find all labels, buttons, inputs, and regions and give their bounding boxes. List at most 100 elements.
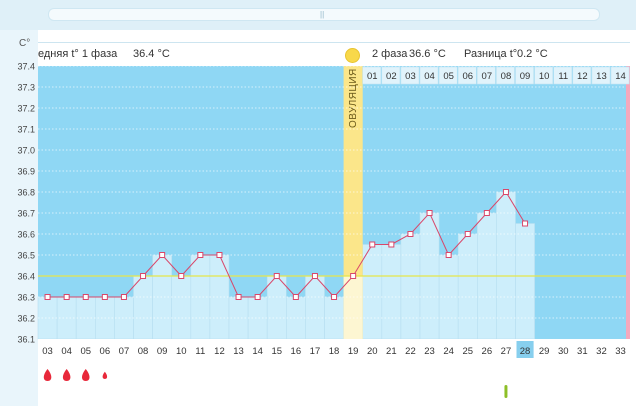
phase2-day-label: 11	[558, 71, 568, 82]
x-tick-label: 33	[615, 346, 626, 357]
temperature-bar	[343, 276, 363, 339]
x-tick-label: 13	[233, 346, 244, 357]
diff-value: 0.2 °C	[517, 48, 548, 60]
phase-summary-strip: едняя t° 1 фаза 36.4 °C 2 фаза 36.6 °C Р…	[38, 42, 630, 68]
y-tick-label: 37.1	[17, 125, 35, 135]
x-tick-label: 04	[61, 346, 72, 357]
diff-label: Разница t°	[464, 48, 518, 60]
x-tick-label: 31	[577, 346, 588, 357]
temperature-point	[216, 252, 223, 258]
phase2-day-cell	[362, 66, 382, 85]
temperature-point	[407, 231, 414, 237]
ovulation-label: ОВУЛЯЦИЯ	[348, 68, 359, 128]
phase2-day-label: 05	[443, 71, 454, 82]
y-tick-label: 36.6	[17, 230, 35, 240]
temperature-bar	[209, 254, 230, 340]
phase2-day-label: 12	[577, 71, 588, 82]
x-tick-label: 25	[462, 346, 473, 357]
phase2-day-label: 03	[405, 71, 416, 82]
temperature-point	[350, 273, 357, 279]
phase2-day-label: 06	[462, 71, 473, 82]
phase2-day-label: 07	[482, 71, 493, 82]
scroll-grip-icon[interactable]: ||	[320, 10, 325, 19]
y-tick-label: 37.3	[17, 83, 35, 93]
phase2-day-label: 09	[520, 71, 531, 82]
y-axis-gutter	[0, 30, 38, 406]
temperature-bar	[515, 223, 535, 340]
temperature-bar	[266, 275, 287, 340]
x-tick-label: 10	[176, 346, 187, 357]
phase2-day-cell	[591, 66, 611, 85]
phase2-day-label: 04	[424, 71, 435, 82]
temperature-bar	[171, 275, 192, 340]
temperature-point	[522, 220, 529, 227]
temperature-bar	[381, 244, 402, 340]
y-tick-label: 37.2	[17, 104, 35, 114]
blood-drop-icon	[82, 369, 90, 381]
horizontal-scrollbar[interactable]: ||	[48, 8, 600, 21]
blood-drop-icon	[102, 371, 108, 379]
phase2-day-cell	[496, 66, 515, 85]
x-tick-label: 24	[443, 346, 454, 357]
x-tick-label: 16	[291, 346, 302, 357]
y-tick-label: 36.4	[17, 272, 35, 282]
temperature-bar	[305, 275, 325, 340]
x-tick-label: 19	[348, 346, 359, 357]
x-axis-strip	[38, 339, 630, 359]
phase2-day-label: 14	[615, 71, 626, 82]
temperature-point	[426, 210, 433, 216]
y-tick-label: 37.0	[17, 146, 35, 156]
x-tick-label: 17	[310, 346, 321, 357]
temperature-point	[445, 252, 452, 258]
temperature-point	[82, 294, 89, 300]
phase2-day-cell	[476, 66, 496, 85]
temperature-bar	[114, 296, 134, 340]
phase2-day-label: 13	[596, 71, 607, 82]
x-tick-label: 29	[539, 346, 550, 357]
temperature-bar	[133, 275, 153, 340]
temperature-point	[292, 294, 299, 300]
x-tick-label: 11	[195, 346, 205, 357]
phase2-day-cell	[572, 66, 592, 85]
green-mark-icon	[504, 385, 508, 398]
x-tick-label: 28	[520, 346, 531, 357]
temperature-point	[197, 252, 204, 258]
temperature-point	[101, 294, 108, 300]
phase2-day-cell	[553, 66, 573, 85]
x-tick-label: 12	[214, 346, 225, 357]
temperature-point	[464, 231, 471, 237]
temperature-point	[159, 252, 166, 258]
blood-drop-icon	[43, 369, 52, 381]
phase2-day-cell	[457, 66, 477, 85]
phase2-day-cell	[419, 66, 439, 85]
x-tick-label: 03	[42, 346, 53, 357]
phase2-day-cell	[381, 66, 401, 85]
phase2-day-cell	[400, 66, 420, 85]
y-tick-label: 36.8	[17, 188, 35, 198]
x-tick-label: 26	[482, 346, 493, 357]
phase2-day-label: 08	[501, 71, 512, 82]
cycle-end-edge	[626, 66, 630, 339]
temperature-bar	[247, 296, 268, 340]
x-tick-label: 14	[252, 346, 263, 357]
temperature-bar	[285, 296, 306, 340]
temperature-point	[331, 294, 338, 300]
today-marker	[516, 341, 534, 358]
y-tick-label: 37.4	[17, 62, 35, 72]
temperature-point	[502, 189, 509, 195]
y-tick-label: 36.9	[17, 167, 35, 177]
blood-drop-icon	[62, 369, 71, 381]
temperature-bar	[324, 296, 344, 340]
x-tick-label: 30	[558, 346, 569, 357]
y-tick-label: 36.3	[17, 293, 35, 303]
phase2-day-label: 01	[367, 71, 378, 82]
temperature-point	[273, 273, 280, 279]
temperature-bar	[496, 191, 516, 340]
phase2-day-cell	[515, 66, 534, 85]
temperature-point	[120, 294, 127, 300]
y-tick-label: 36.2	[17, 314, 35, 324]
phase2-value: 36.6 °C	[409, 48, 446, 60]
temperature-bar	[37, 296, 58, 340]
temperature-point	[483, 210, 490, 216]
